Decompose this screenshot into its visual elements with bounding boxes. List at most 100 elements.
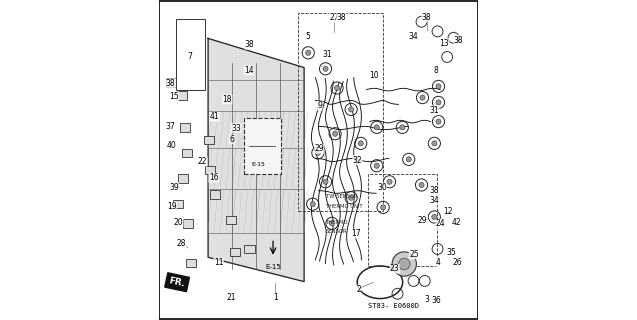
Text: 10: 10 [369, 71, 378, 80]
Circle shape [420, 95, 425, 100]
Circle shape [432, 141, 437, 146]
Bar [182, 149, 192, 157]
Text: 14: 14 [244, 66, 254, 75]
Text: E-15: E-15 [252, 163, 265, 167]
Circle shape [436, 84, 441, 89]
Text: 38: 38 [245, 40, 255, 49]
Bar [178, 174, 189, 183]
Text: 2: 2 [356, 285, 361, 294]
Text: 29: 29 [314, 144, 324, 153]
Text: 5: 5 [305, 32, 310, 41]
Circle shape [419, 182, 424, 188]
Text: TW SENSOR: TW SENSOR [326, 194, 357, 199]
Text: SENSOR: SENSOR [326, 228, 347, 234]
Text: 12: 12 [443, 207, 453, 216]
Text: 18: 18 [222, 95, 232, 104]
Circle shape [406, 157, 412, 162]
Bar [183, 219, 193, 228]
Circle shape [399, 258, 410, 270]
Text: 25: 25 [409, 250, 419, 259]
Text: 7: 7 [187, 52, 192, 60]
Text: 38: 38 [337, 13, 347, 22]
Text: 15: 15 [169, 92, 178, 100]
Text: 26: 26 [453, 258, 462, 267]
Bar [166, 78, 176, 87]
Polygon shape [208, 38, 304, 282]
Circle shape [306, 50, 311, 55]
Text: 38: 38 [429, 186, 439, 195]
Text: 30: 30 [377, 183, 387, 192]
Text: 31: 31 [323, 50, 333, 59]
Circle shape [436, 119, 441, 124]
Text: 34: 34 [429, 196, 440, 204]
Bar [205, 166, 215, 174]
Text: THERMO: THERMO [326, 220, 348, 225]
Text: 6: 6 [229, 135, 234, 144]
Text: E-15: E-15 [265, 264, 281, 270]
Bar [244, 118, 281, 174]
Text: 36: 36 [431, 296, 441, 305]
Text: 1: 1 [273, 293, 278, 302]
Text: 8: 8 [434, 66, 439, 75]
Text: THERMO UNIT: THERMO UNIT [326, 204, 362, 209]
Text: 41: 41 [210, 112, 219, 121]
Text: 20: 20 [173, 218, 183, 227]
Text: 37: 37 [166, 122, 176, 131]
Text: 38: 38 [166, 79, 175, 88]
Bar [173, 200, 183, 208]
Text: 32: 32 [353, 156, 362, 164]
Circle shape [432, 214, 437, 220]
Text: FR.: FR. [168, 276, 186, 288]
Text: 28: 28 [177, 239, 186, 248]
Bar [176, 19, 205, 90]
Bar [180, 123, 190, 132]
Circle shape [400, 125, 405, 130]
Text: 38: 38 [422, 13, 431, 22]
Circle shape [333, 131, 338, 136]
Bar [177, 91, 187, 100]
Text: 16: 16 [209, 173, 218, 182]
Text: 31: 31 [429, 106, 439, 115]
Text: ST83- E0600D: ST83- E0600D [368, 303, 419, 308]
Text: 38: 38 [454, 36, 464, 44]
Text: 24: 24 [436, 220, 445, 228]
Circle shape [387, 179, 392, 184]
Circle shape [323, 179, 328, 184]
Text: 40: 40 [167, 141, 177, 150]
Circle shape [348, 107, 354, 112]
Bar [297, 13, 382, 211]
Text: 9: 9 [317, 101, 322, 110]
Circle shape [348, 195, 354, 200]
Bar [244, 245, 255, 253]
Text: 21: 21 [227, 293, 236, 302]
Bar [226, 216, 236, 224]
Text: 27: 27 [329, 13, 339, 22]
Bar [204, 136, 214, 144]
Text: 29: 29 [418, 216, 427, 225]
Circle shape [392, 252, 417, 276]
Text: 4: 4 [436, 258, 441, 267]
Circle shape [334, 85, 340, 91]
Bar [368, 174, 437, 266]
Text: 34: 34 [408, 32, 418, 41]
Circle shape [380, 205, 385, 210]
Circle shape [374, 163, 379, 168]
Text: 33: 33 [231, 124, 241, 132]
Text: 23: 23 [390, 264, 399, 273]
Text: 13: 13 [440, 39, 449, 48]
Circle shape [315, 150, 320, 156]
Circle shape [310, 202, 315, 207]
Text: 22: 22 [198, 157, 208, 166]
Text: 19: 19 [167, 202, 176, 211]
Text: 11: 11 [214, 258, 224, 267]
Circle shape [329, 221, 334, 226]
Text: 39: 39 [169, 183, 179, 192]
Circle shape [323, 66, 328, 71]
Text: 17: 17 [352, 229, 361, 238]
Bar [186, 259, 196, 267]
Text: 3: 3 [424, 295, 429, 304]
Circle shape [436, 100, 441, 105]
Text: 35: 35 [447, 248, 456, 257]
Circle shape [358, 141, 363, 146]
Text: 42: 42 [452, 218, 462, 227]
